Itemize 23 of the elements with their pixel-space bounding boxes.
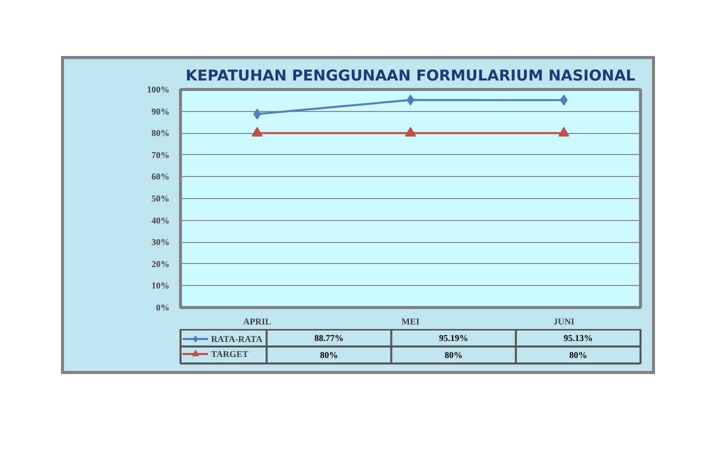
y-tick-label: 0%	[156, 302, 170, 312]
data-label: 88.77%	[314, 333, 344, 343]
legend-label: RATA-RATA	[211, 332, 262, 346]
y-tick-label: 40%	[152, 215, 170, 226]
y-tick-label: 30%	[152, 237, 170, 248]
y-tick-label: 60%	[152, 172, 170, 182]
y-tick-label: 70%	[152, 150, 170, 160]
x-tick-label: APRIL	[243, 316, 272, 326]
data-label: 95.19%	[438, 333, 468, 343]
data-label: 80%	[320, 350, 338, 360]
y-tick-label: 50%	[152, 194, 170, 204]
data-label: 80%	[444, 350, 463, 360]
legend-label: TARGET	[211, 348, 248, 360]
data-label: 80%	[569, 350, 588, 360]
y-tick-label: 10%	[152, 280, 170, 291]
x-tick-label: JUNI	[553, 316, 575, 326]
chart-title: KEPATUHAN PENGGUNAAN FORMULARIUM NASIONAL	[186, 66, 636, 84]
data-label: 95.13%	[564, 333, 593, 343]
y-tick-label: 80%	[152, 128, 170, 138]
y-tick-label: 20%	[152, 258, 170, 269]
y-tick-label: 100%	[147, 84, 170, 94]
y-tick-label: 90%	[152, 106, 170, 116]
x-tick-label: MEI	[402, 316, 420, 326]
